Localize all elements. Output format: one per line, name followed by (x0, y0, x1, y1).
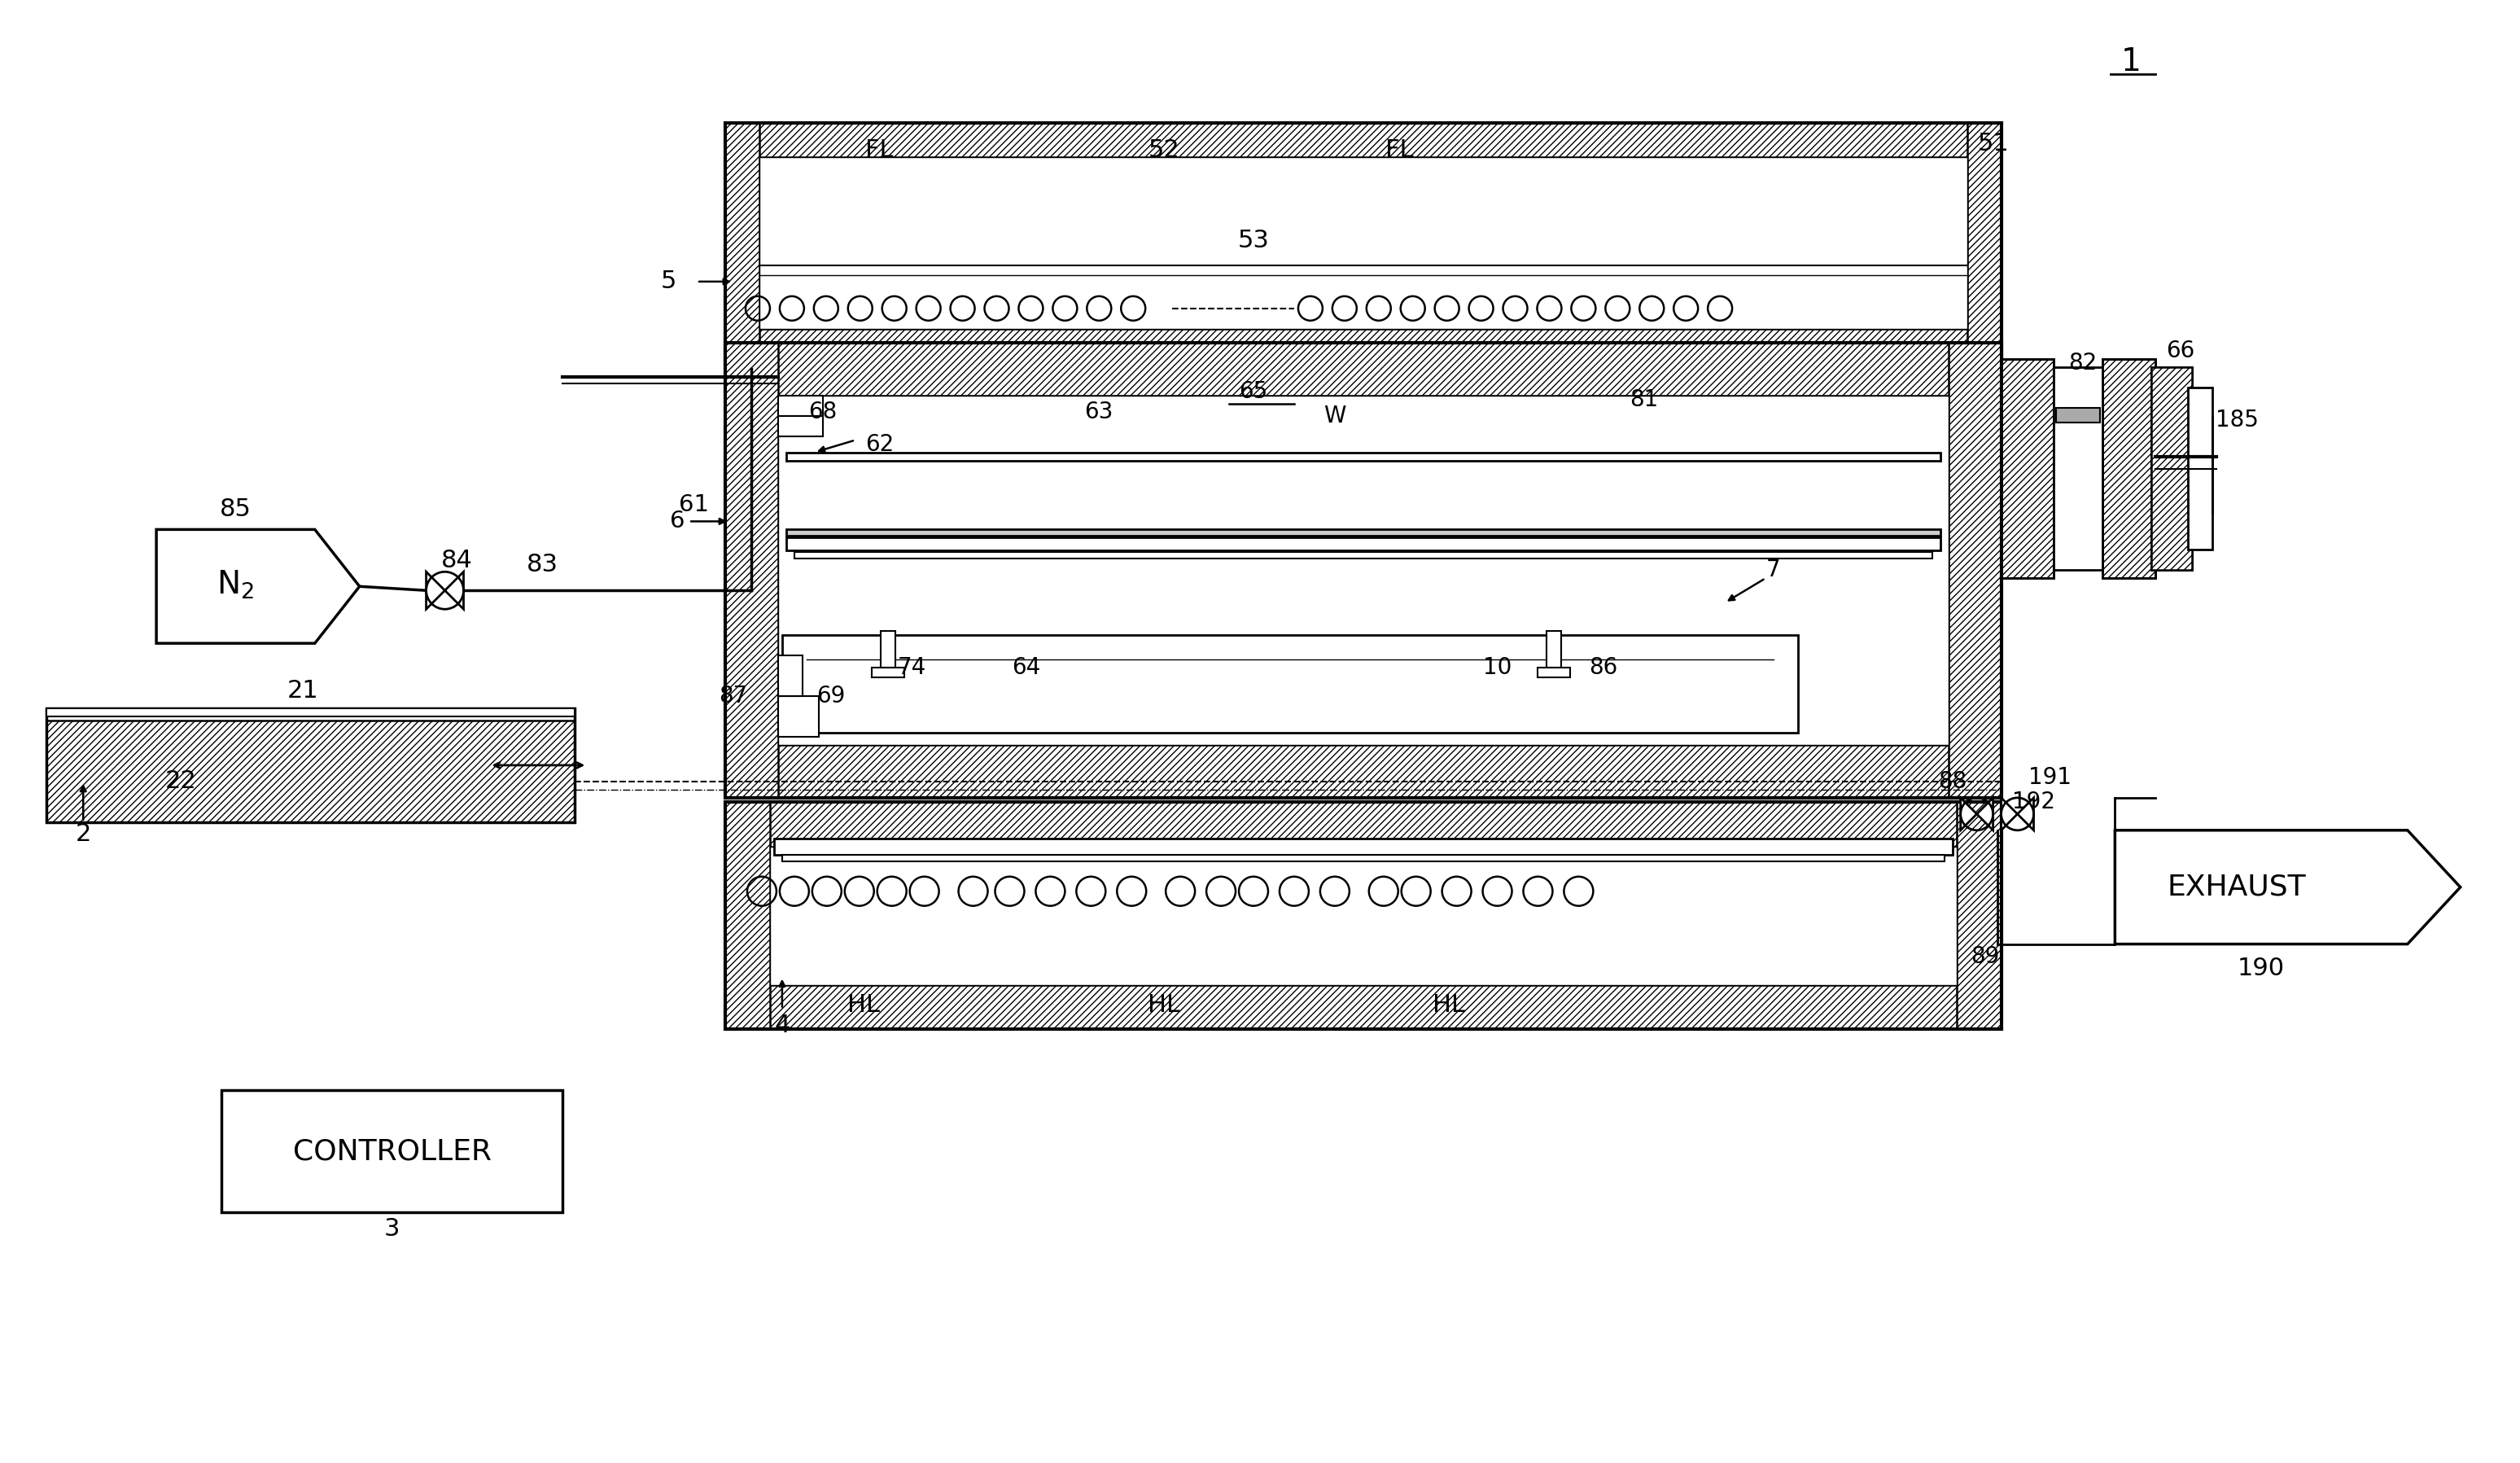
Text: 69: 69 (816, 685, 844, 708)
Bar (779, 696, 819, 737)
Text: 4: 4 (774, 1014, 791, 1037)
Text: 68: 68 (809, 401, 837, 423)
Text: 89: 89 (1971, 945, 1998, 967)
Bar (1537, 667, 1570, 677)
Text: 63: 63 (1084, 401, 1114, 423)
Bar (2001, 358, 2054, 578)
Bar (1547, 631, 1562, 667)
Bar (771, 847, 1956, 985)
Bar (786, 530, 1940, 535)
Bar (2054, 367, 2102, 571)
Bar (726, 342, 2001, 797)
Text: 53: 53 (1237, 230, 1270, 253)
Text: 2: 2 (76, 822, 91, 846)
Text: 65: 65 (1240, 380, 1268, 402)
Polygon shape (156, 530, 360, 644)
Text: 192: 192 (2011, 790, 2056, 813)
Bar (879, 631, 895, 667)
Text: 190: 190 (2238, 957, 2286, 980)
Bar (48, 708, 575, 822)
Text: 5: 5 (660, 269, 675, 294)
Bar (726, 123, 759, 363)
Text: 3: 3 (383, 1217, 401, 1241)
Bar (726, 802, 2001, 1030)
Text: 21: 21 (287, 679, 318, 702)
Bar (726, 329, 2001, 363)
Text: 87: 87 (718, 685, 748, 708)
Text: 22: 22 (164, 770, 197, 793)
Bar (726, 342, 2001, 395)
Polygon shape (2114, 831, 2460, 944)
Bar (726, 802, 2001, 847)
Polygon shape (426, 572, 464, 609)
Bar (781, 854, 1945, 862)
Bar (48, 708, 575, 717)
Text: N$_2$: N$_2$ (217, 569, 255, 601)
Bar (726, 745, 2001, 797)
Bar (2152, 367, 2192, 571)
Text: 83: 83 (527, 553, 559, 576)
Text: EXHAUST: EXHAUST (2167, 873, 2306, 901)
Text: FL: FL (1386, 138, 1414, 162)
Bar (222, 1090, 562, 1213)
Text: 6: 6 (670, 511, 685, 533)
Text: 74: 74 (897, 657, 927, 679)
Bar (779, 395, 822, 415)
Bar (786, 452, 1940, 461)
Text: 7: 7 (1767, 559, 1782, 581)
Bar (2152, 367, 2192, 571)
Bar (779, 655, 801, 696)
Text: 51: 51 (1978, 132, 2008, 155)
Bar (1948, 342, 2001, 797)
Polygon shape (2001, 797, 2034, 831)
Bar (2187, 388, 2213, 550)
Bar (726, 802, 771, 1030)
Text: 66: 66 (2165, 339, 2195, 361)
Text: 191: 191 (2029, 767, 2071, 789)
Bar (726, 985, 2001, 1030)
Polygon shape (1961, 797, 1993, 831)
Text: HL: HL (847, 993, 879, 1017)
Text: 185: 185 (2215, 408, 2258, 432)
Bar (726, 123, 2001, 157)
Bar (2102, 358, 2155, 578)
Text: CONTROLLER: CONTROLLER (292, 1138, 491, 1165)
Bar (1956, 802, 2001, 1030)
Text: FL: FL (864, 138, 895, 162)
Text: HL: HL (1431, 993, 1464, 1017)
Text: 10: 10 (1482, 657, 1512, 679)
Bar (726, 123, 2001, 363)
Text: HL: HL (1147, 993, 1179, 1017)
Bar (872, 667, 905, 677)
Bar (1968, 123, 2001, 363)
Bar (779, 415, 822, 436)
Text: 82: 82 (2069, 351, 2097, 375)
Bar (726, 342, 779, 797)
Text: 61: 61 (678, 493, 708, 516)
Bar (774, 838, 1953, 854)
Bar (2001, 358, 2054, 578)
Bar (2102, 358, 2155, 578)
Bar (794, 552, 1933, 559)
Text: 81: 81 (1630, 388, 1658, 411)
Bar (2056, 408, 2099, 423)
Text: 1: 1 (2122, 47, 2142, 78)
Text: 62: 62 (864, 433, 895, 455)
Text: 52: 52 (1149, 138, 1179, 162)
Text: 64: 64 (1011, 657, 1041, 679)
Text: W: W (1323, 404, 1346, 427)
Text: 85: 85 (219, 497, 252, 521)
Bar (48, 720, 575, 822)
Text: 86: 86 (1588, 657, 1618, 679)
Bar (781, 635, 1797, 733)
Bar (786, 537, 1940, 550)
Text: 88: 88 (1938, 770, 1966, 793)
Text: 84: 84 (441, 549, 474, 572)
Bar (779, 395, 1948, 745)
Bar (759, 157, 1968, 329)
